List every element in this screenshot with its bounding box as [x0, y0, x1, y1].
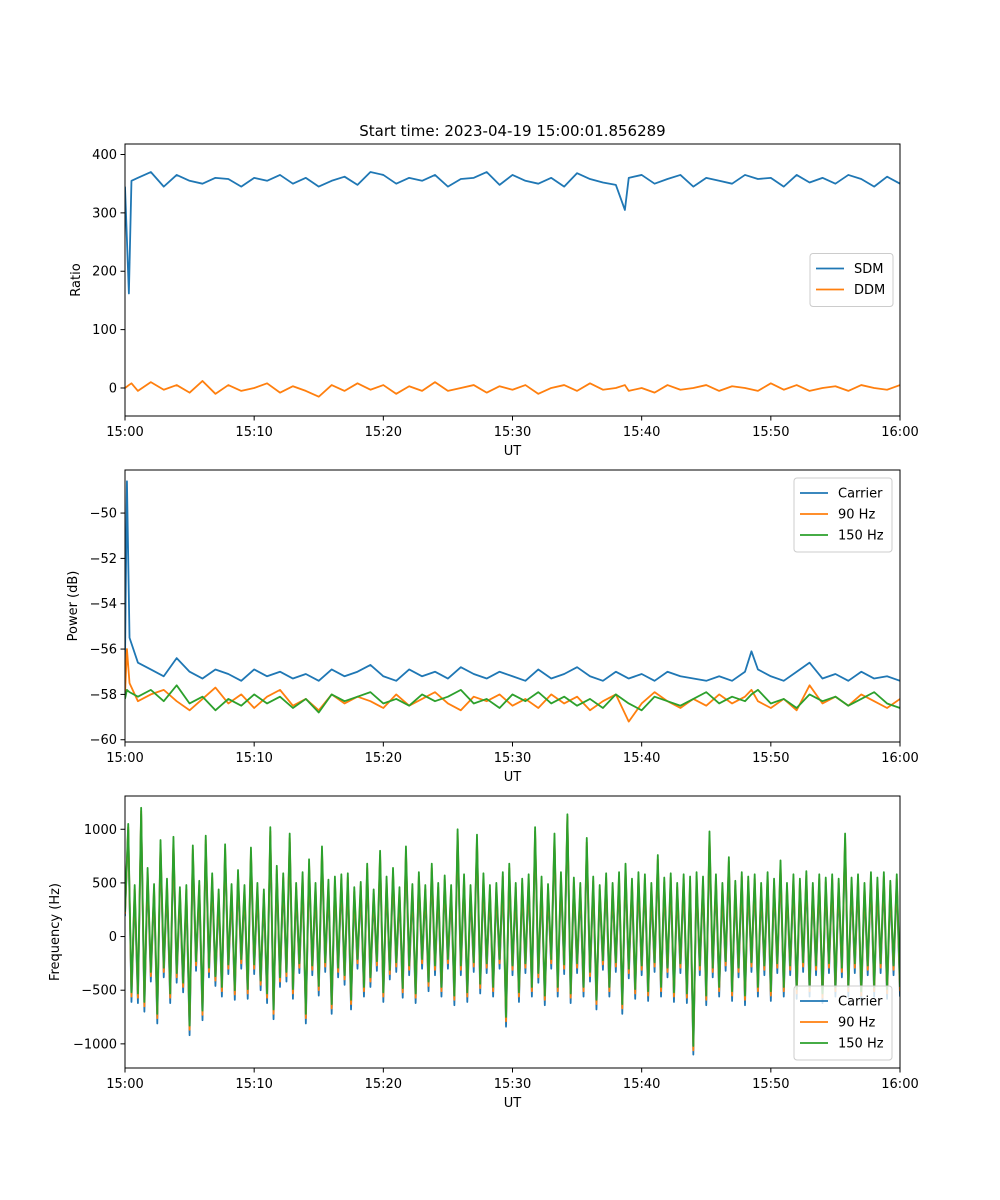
y-tick-label: 200	[92, 265, 117, 280]
legend-box	[809, 253, 894, 307]
series-line-150-hz	[125, 806, 900, 1047]
panel-1: 15:00 15:10 15:20 15:30 15:40 15:50 16:00 0 100 2…	[69, 143, 919, 459]
y-tick-label: −52	[90, 552, 117, 567]
panel-3: 15:00 15:10 15:20 15:30 15:40 15:50 16:00 −1000…	[48, 795, 919, 1111]
y-tick-label: 0	[109, 930, 117, 945]
x-tick-label: 15:00	[106, 425, 143, 440]
x-tick-label: 15:50	[752, 425, 789, 440]
x-tick-label: 15:30	[494, 425, 531, 440]
legend: Carrier 90 Hz 150 Hz	[793, 985, 893, 1061]
y-tick-label: 500	[92, 876, 117, 891]
x-tick-label: 15:00	[106, 751, 143, 766]
legend-entry: 150 Hz	[838, 529, 884, 544]
x-axis-label: UT	[504, 770, 522, 785]
chart-title: Start time: 2023-04-19 15:00:01.856289	[359, 122, 665, 140]
y-tick-label: −50	[90, 507, 117, 522]
y-tick-label: −58	[90, 688, 117, 703]
y-axis-label: Frequency (Hz)	[48, 883, 63, 981]
x-tick-label: 15:30	[494, 751, 531, 766]
y-tick-label: −60	[90, 733, 117, 748]
x-tick-label: 15:40	[623, 751, 660, 766]
legend: SDM DDM	[809, 253, 894, 307]
legend-entry: SDM	[854, 262, 883, 277]
y-tick-label: 0	[109, 381, 117, 396]
y-axis-label: Power (dB)	[66, 571, 81, 642]
series-line-sdm	[125, 171, 900, 295]
x-tick-label: 16:00	[881, 425, 918, 440]
x-tick-label: 15:10	[235, 425, 272, 440]
y-axis-label: Ratio	[69, 263, 84, 296]
series-line-90-hz	[125, 810, 900, 1052]
series-line-carrier	[125, 813, 900, 1056]
series-line-carrier	[125, 480, 900, 682]
x-tick-label: 15:40	[623, 1077, 660, 1092]
y-tick-label: 300	[92, 206, 117, 221]
x-tick-label: 15:30	[494, 1077, 531, 1092]
series-line-150-hz	[125, 684, 900, 714]
legend-entry: 90 Hz	[838, 508, 875, 523]
x-tick-label: 15:20	[365, 425, 402, 440]
legend-box	[793, 477, 893, 553]
x-tick-label: 15:00	[106, 1077, 143, 1092]
x-tick-label: 16:00	[881, 1077, 918, 1092]
legend-entry: 150 Hz	[838, 1037, 884, 1052]
y-tick-label: 1000	[84, 823, 117, 838]
x-tick-label: 15:50	[752, 751, 789, 766]
x-tick-label: 15:40	[623, 425, 660, 440]
legend-box	[793, 985, 893, 1061]
y-tick-label: −500	[81, 984, 117, 999]
y-tick-label: 400	[92, 148, 117, 163]
x-tick-label: 15:10	[235, 751, 272, 766]
x-tick-label: 15:50	[752, 1077, 789, 1092]
x-tick-label: 15:10	[235, 1077, 272, 1092]
legend-entry: 90 Hz	[838, 1016, 875, 1031]
legend: Carrier 90 Hz 150 Hz	[793, 477, 893, 553]
panel-2: 15:00 15:10 15:20 15:30 15:40 15:50 16:00 −60 −5…	[66, 469, 919, 785]
x-tick-label: 16:00	[881, 751, 918, 766]
y-tick-label: −54	[90, 597, 117, 612]
x-tick-label: 15:20	[365, 751, 402, 766]
legend-entry: Carrier	[838, 487, 883, 502]
series-line-ddm	[125, 380, 900, 398]
legend-entry: Carrier	[838, 995, 883, 1010]
y-tick-label: −56	[90, 643, 117, 658]
x-tick-label: 15:20	[365, 1077, 402, 1092]
x-axis-label: UT	[504, 1096, 522, 1111]
legend-entry: DDM	[854, 283, 885, 298]
x-axis-label: UT	[504, 444, 522, 459]
y-tick-label: −1000	[73, 1037, 117, 1052]
y-tick-label: 100	[92, 323, 117, 338]
